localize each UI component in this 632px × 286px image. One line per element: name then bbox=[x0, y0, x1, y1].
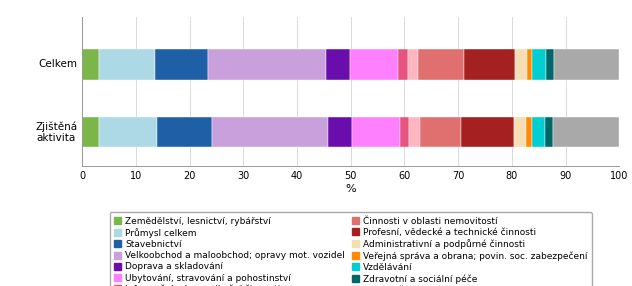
Bar bbox=[527, 49, 532, 80]
Bar bbox=[526, 117, 532, 147]
Bar bbox=[327, 117, 353, 147]
Bar bbox=[353, 117, 399, 147]
Bar bbox=[99, 117, 157, 147]
Legend: Zemědělství, lesnictví, rybářství, Průmysl celkem, Stavebnictví, Velkoobchod a m: Zemědělství, lesnictví, rybářství, Průmy… bbox=[109, 212, 592, 286]
Bar bbox=[461, 117, 514, 147]
Bar bbox=[554, 49, 619, 80]
Bar bbox=[420, 117, 461, 147]
Bar bbox=[418, 49, 464, 80]
Bar bbox=[514, 117, 526, 147]
Bar bbox=[208, 49, 326, 80]
Bar bbox=[546, 49, 554, 80]
Bar bbox=[532, 49, 546, 80]
Bar bbox=[545, 117, 553, 147]
Bar bbox=[157, 117, 212, 147]
Bar bbox=[532, 117, 545, 147]
Bar bbox=[326, 49, 350, 80]
X-axis label: %: % bbox=[346, 184, 356, 194]
Bar bbox=[408, 49, 418, 80]
Bar bbox=[155, 49, 208, 80]
Bar bbox=[553, 117, 619, 147]
Bar bbox=[399, 117, 409, 147]
Bar bbox=[515, 49, 527, 80]
Bar bbox=[464, 49, 515, 80]
Bar bbox=[82, 117, 99, 147]
Bar bbox=[398, 49, 408, 80]
Bar bbox=[350, 49, 398, 80]
Bar bbox=[82, 49, 99, 80]
Bar bbox=[212, 117, 327, 147]
Bar bbox=[409, 117, 420, 147]
Bar bbox=[99, 49, 155, 80]
